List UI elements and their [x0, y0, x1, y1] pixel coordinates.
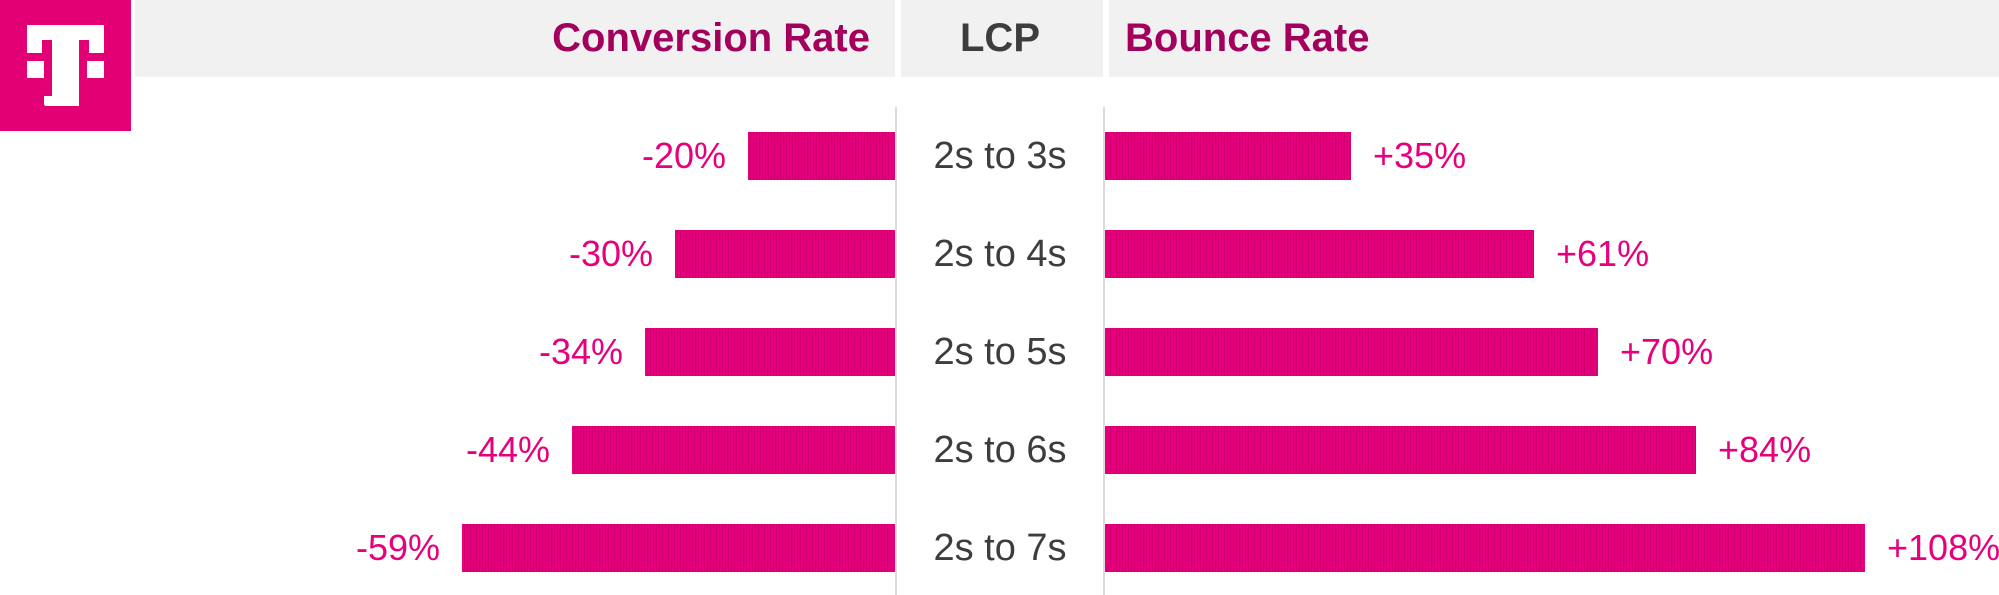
bounce-value-label: +70% — [1620, 331, 1714, 372]
conversion-value-label: -34% — [538, 331, 623, 372]
chart-row: -20% 2s to 3s +35% — [0, 132, 1999, 180]
conversion-bar — [645, 328, 895, 376]
header-band-left — [135, 0, 895, 77]
conversion-bar — [462, 524, 895, 572]
header-band-right — [1109, 0, 1999, 77]
bounce-value-label: +84% — [1718, 429, 1812, 470]
center-column-right-rule — [1103, 107, 1105, 595]
bounce-bar — [1105, 524, 1865, 572]
column-header-conversion-rate: Conversion Rate — [552, 16, 870, 60]
bounce-bar — [1105, 328, 1598, 376]
center-column-left-rule — [895, 107, 897, 595]
conversion-value-label: -30% — [568, 233, 653, 274]
column-header-lcp: LCP — [960, 16, 1040, 60]
conversion-bar — [675, 230, 895, 278]
bounce-bar — [1105, 230, 1534, 278]
lcp-category-label: 2s to 7s — [933, 527, 1067, 569]
lcp-category-label: 2s to 3s — [933, 135, 1067, 177]
lcp-category-label: 2s to 4s — [933, 233, 1067, 275]
bounce-value-label: +108% — [1887, 527, 1999, 568]
column-header-bounce-rate: Bounce Rate — [1125, 16, 1370, 60]
bounce-bar — [1105, 426, 1696, 474]
conversion-value-label: -59% — [355, 527, 440, 568]
bounce-value-label: +35% — [1373, 135, 1467, 176]
chart-row: -59% 2s to 7s +108% — [0, 524, 1999, 572]
chart-row: -34% 2s to 5s +70% — [0, 328, 1999, 376]
chart-row: -30% 2s to 4s +61% — [0, 230, 1999, 278]
header-band-center — [901, 0, 1103, 77]
bounce-bar — [1105, 132, 1351, 180]
chart-row: -44% 2s to 6s +84% — [0, 426, 1999, 474]
t-mobile-logo-icon — [0, 0, 131, 131]
lcp-category-label: 2s to 5s — [933, 331, 1067, 373]
conversion-value-label: -44% — [465, 429, 550, 470]
bounce-value-label: +61% — [1556, 233, 1650, 274]
conversion-bar — [572, 426, 895, 474]
conversion-bar — [748, 132, 895, 180]
conversion-value-label: -20% — [641, 135, 726, 176]
lcp-category-label: 2s to 6s — [933, 429, 1067, 471]
